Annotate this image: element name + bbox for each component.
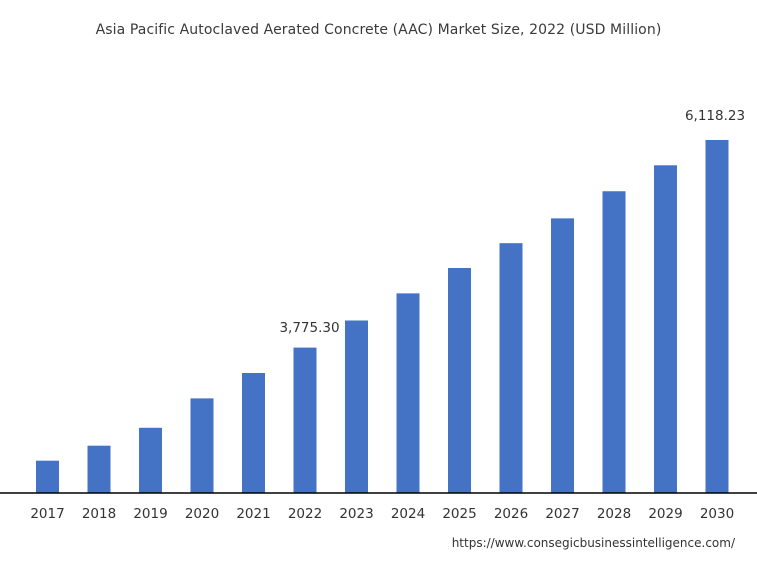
bar-2024 <box>396 293 420 493</box>
bar-2020 <box>190 398 214 493</box>
bar-2026 <box>499 243 523 493</box>
source-url[interactable]: https://www.consegicbusinessintelligence… <box>451 536 735 550</box>
x-tick-label-2027: 2027 <box>545 506 579 522</box>
bar-2028 <box>602 191 626 494</box>
bar-2017 <box>36 460 59 493</box>
bar-2022 <box>293 347 317 493</box>
bar-2029 <box>654 165 677 493</box>
bar-2027 <box>551 218 574 493</box>
bars-group <box>36 140 729 494</box>
x-tick-label-2024: 2024 <box>391 506 425 522</box>
x-tick-label-2020: 2020 <box>185 506 219 522</box>
data-label-2030: 6,118.23 <box>685 108 745 124</box>
x-tick-label-2017: 2017 <box>30 506 64 522</box>
x-tick-label-2018: 2018 <box>82 506 116 522</box>
bar-2019 <box>139 427 162 493</box>
x-tick-label-2022: 2022 <box>288 506 322 522</box>
bar-2025 <box>448 267 471 493</box>
x-tick-label-2026: 2026 <box>494 506 528 522</box>
bar-2030 <box>705 140 729 493</box>
x-tick-label-2028: 2028 <box>597 506 631 522</box>
x-tick-label-2030: 2030 <box>700 506 734 522</box>
data-label-2023: 3,775.30 <box>279 320 339 336</box>
data-labels: 3,775.30 6,118.23 <box>279 108 745 336</box>
x-tick-label-2029: 2029 <box>648 506 682 522</box>
bar-2021 <box>242 372 265 493</box>
x-tick-label-2019: 2019 <box>133 506 167 522</box>
bar-2023 <box>345 320 368 493</box>
chart-title: Asia Pacific Autoclaved Aerated Concrete… <box>95 22 662 38</box>
x-tick-label-2023: 2023 <box>339 506 373 522</box>
bar-2018 <box>87 445 111 493</box>
x-tick-label-2021: 2021 <box>236 506 270 522</box>
x-tick-label-2025: 2025 <box>442 506 476 522</box>
x-tick-labels: 2017 2018 2019 2020 2021 2022 2023 2024 2025 2026… <box>30 506 734 522</box>
